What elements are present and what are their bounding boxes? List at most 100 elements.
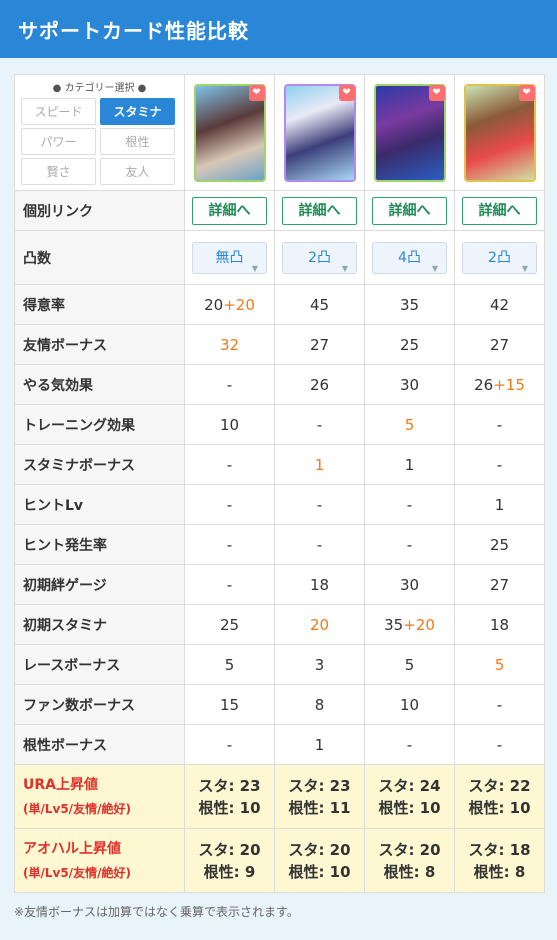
aoharu-cell: スタ: 20 根性: 9 bbox=[184, 828, 275, 893]
stat-cell: 5 bbox=[454, 644, 545, 685]
stat-value: - bbox=[226, 375, 233, 394]
stat-value: 35 bbox=[399, 295, 420, 314]
stat-row: 根性ボーナス - 1 - - bbox=[14, 724, 545, 765]
stat-value: - bbox=[226, 535, 233, 554]
stat-cell: 5 bbox=[364, 644, 455, 685]
stat-cell: 18 bbox=[454, 604, 545, 645]
stat-value: - bbox=[316, 495, 323, 514]
stat-cell: 1 bbox=[274, 724, 365, 765]
limit-break-select[interactable]: 2凸 ▼ bbox=[462, 241, 537, 274]
row-label-aoharu: アオハル上昇値 (単/Lv5/友情/絶好) bbox=[14, 828, 185, 893]
detail-link-button[interactable]: 詳細へ bbox=[462, 196, 537, 225]
stat-value: 10 bbox=[399, 695, 420, 714]
stat-value: 25 bbox=[219, 615, 240, 634]
stat-cell: - bbox=[184, 484, 275, 525]
detail-link-button[interactable]: 詳細へ bbox=[372, 196, 447, 225]
stat-cell: 10 bbox=[364, 684, 455, 725]
support-card-image[interactable]: ❤ bbox=[193, 83, 266, 182]
stat-value: 30 bbox=[399, 575, 420, 594]
stat-value: 5 bbox=[224, 655, 235, 674]
row-label: 初期スタミナ bbox=[14, 604, 185, 645]
stat-value: 1 bbox=[404, 455, 415, 474]
stat-cell: - bbox=[454, 684, 545, 725]
stat-row: トレーニング効果 10 - 5 - bbox=[14, 404, 545, 445]
stat-cell: 26+15 bbox=[454, 364, 545, 405]
stat-cell: 32 bbox=[184, 324, 275, 365]
row-label: 友情ボーナス bbox=[14, 324, 185, 365]
detail-link-button[interactable]: 詳細へ bbox=[192, 196, 267, 225]
stat-cell: 1 bbox=[274, 444, 365, 485]
stat-cell: 3 bbox=[274, 644, 365, 685]
limit-break-select[interactable]: 2凸 ▼ bbox=[282, 241, 357, 274]
limit-break-select[interactable]: 無凸 ▼ bbox=[192, 241, 267, 274]
stat-value: - bbox=[226, 495, 233, 514]
support-card-image[interactable]: ❤ bbox=[283, 83, 356, 182]
category-button-wisdom[interactable]: 賢さ bbox=[21, 158, 96, 185]
ura-cell: スタ: 22 根性: 10 bbox=[454, 764, 545, 829]
stat-cell: - bbox=[364, 484, 455, 525]
category-button-friend[interactable]: 友人 bbox=[100, 158, 175, 185]
stat-row: ファン数ボーナス 15 8 10 - bbox=[14, 684, 545, 725]
stat-value: - bbox=[316, 415, 323, 434]
row-label: トレーニング効果 bbox=[14, 404, 185, 445]
stat-bonus-value: +20 bbox=[223, 295, 255, 314]
stat-row: スタミナボーナス - 1 1 - bbox=[14, 444, 545, 485]
stat-bonus-value: +15 bbox=[493, 375, 525, 394]
stat-value: 27 bbox=[489, 575, 510, 594]
category-button-guts[interactable]: 根性 bbox=[100, 128, 175, 155]
heart-icon[interactable]: ❤ bbox=[338, 84, 355, 101]
stat-cell: 35+20 bbox=[364, 604, 455, 645]
stat-value: 45 bbox=[309, 295, 330, 314]
chevron-down-icon: ▼ bbox=[251, 263, 258, 273]
row-label-link: 個別リンク bbox=[14, 190, 185, 231]
stat-cell: 15 bbox=[184, 684, 275, 725]
stat-value: - bbox=[406, 535, 413, 554]
stat-value: 1 bbox=[314, 735, 325, 754]
stat-cell: 30 bbox=[364, 564, 455, 605]
stat-value: - bbox=[226, 575, 233, 594]
row-label: 根性ボーナス bbox=[14, 724, 185, 765]
stat-cell: - bbox=[364, 724, 455, 765]
stat-cell: 25 bbox=[454, 524, 545, 565]
support-card-image[interactable]: ❤ bbox=[463, 83, 536, 182]
stat-value: 25 bbox=[399, 335, 420, 354]
aoharu-cell: スタ: 20 根性: 8 bbox=[364, 828, 455, 893]
row-label-limit: 凸数 bbox=[14, 230, 185, 285]
stat-cell: 1 bbox=[364, 444, 455, 485]
stat-bonus-value: 5 bbox=[494, 655, 505, 674]
stat-cell: 8 bbox=[274, 684, 365, 725]
heart-icon[interactable]: ❤ bbox=[428, 84, 445, 101]
stat-row: 友情ボーナス 32 27 25 27 bbox=[14, 324, 545, 365]
stat-cell: 27 bbox=[454, 564, 545, 605]
stat-value: 30 bbox=[399, 375, 420, 394]
category-button-stamina[interactable]: スタミナ bbox=[100, 98, 175, 125]
row-label: ファン数ボーナス bbox=[14, 684, 185, 725]
stat-cell: 5 bbox=[184, 644, 275, 685]
stat-cell: 27 bbox=[274, 324, 365, 365]
detail-link-button[interactable]: 詳細へ bbox=[282, 196, 357, 225]
chevron-down-icon: ▼ bbox=[431, 263, 438, 273]
page-header: サポートカード性能比較 bbox=[0, 0, 557, 58]
comparison-table: ● カテゴリー選択 ● スピード スタミナ パワー 根性 賢さ 友人 ❤ ❤ ❤… bbox=[14, 74, 545, 893]
stat-cell: 5 bbox=[364, 404, 455, 445]
stat-cell: 25 bbox=[364, 324, 455, 365]
category-button-speed[interactable]: スピード bbox=[21, 98, 96, 125]
stat-cell: - bbox=[184, 444, 275, 485]
category-button-power[interactable]: パワー bbox=[21, 128, 96, 155]
support-card-image[interactable]: ❤ bbox=[373, 83, 446, 182]
card-cell-1: ❤ bbox=[184, 74, 275, 191]
stat-value: 3 bbox=[314, 655, 325, 674]
stat-value: 25 bbox=[489, 535, 510, 554]
heart-icon[interactable]: ❤ bbox=[248, 84, 265, 101]
stat-value: - bbox=[496, 455, 503, 474]
stat-cell: 20+20 bbox=[184, 284, 275, 325]
stat-cell: - bbox=[364, 524, 455, 565]
stat-value: - bbox=[406, 495, 413, 514]
limit-break-select[interactable]: 4凸 ▼ bbox=[372, 241, 447, 274]
ura-cell: スタ: 23 根性: 11 bbox=[274, 764, 365, 829]
stat-value: - bbox=[316, 535, 323, 554]
stat-cell: 1 bbox=[454, 484, 545, 525]
heart-icon[interactable]: ❤ bbox=[518, 84, 535, 101]
row-label-ura: URA上昇値 (単/Lv5/友情/絶好) bbox=[14, 764, 185, 829]
stat-value: 20 bbox=[204, 295, 224, 314]
